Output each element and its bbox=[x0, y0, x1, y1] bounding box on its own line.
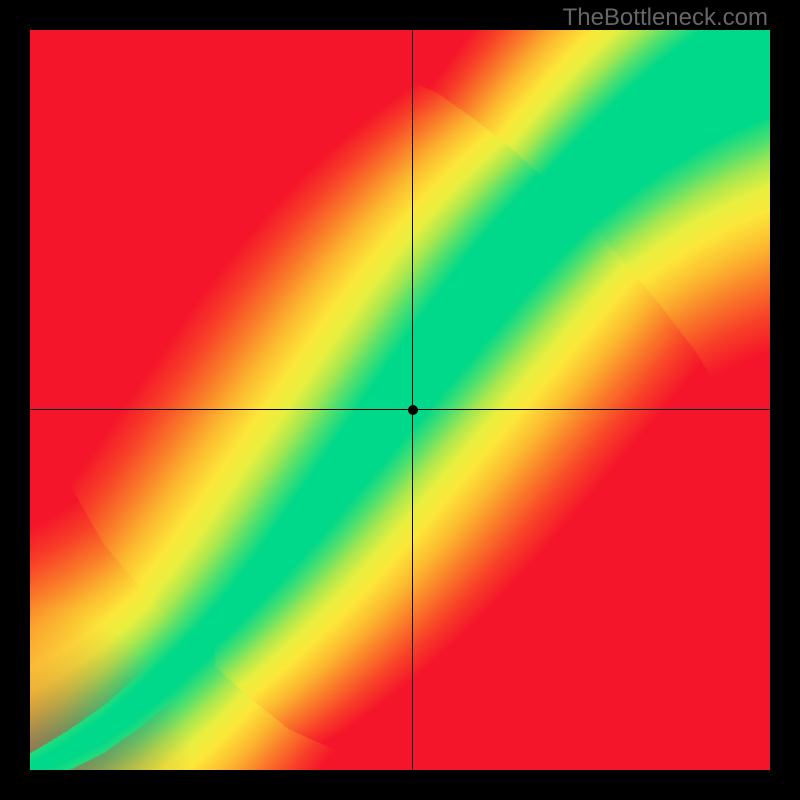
heatmap-plot bbox=[30, 30, 770, 770]
watermark-text: TheBottleneck.com bbox=[563, 4, 768, 32]
chart-container: TheBottleneck.com bbox=[0, 0, 800, 800]
heatmap-canvas bbox=[30, 30, 770, 770]
